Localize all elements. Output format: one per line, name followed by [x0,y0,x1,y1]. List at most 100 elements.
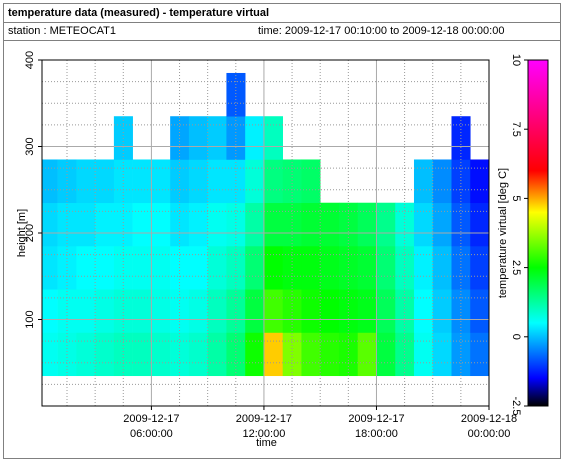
cell [76,245,96,290]
cell [357,245,377,290]
y-tick-label: 400 [24,51,36,69]
cell [263,202,283,247]
cell [151,332,171,377]
cell [226,202,246,247]
station: station : METEOCAT1 [8,25,116,37]
cell [42,332,58,377]
cell [413,159,434,204]
cell [188,202,208,247]
colorbar-tick-label: -2.5 [510,397,522,416]
cell [320,245,340,290]
cell [357,332,377,377]
cell [95,159,115,204]
cell [245,245,265,290]
cell [395,202,415,247]
cell [76,332,96,377]
time-range: time: 2009-12-17 00:10:00 to 2009-12-18 … [258,25,504,37]
cell [170,202,190,247]
cell [207,159,227,204]
cell [57,289,77,333]
cell [263,245,283,290]
cell [95,245,115,290]
cell [432,245,452,290]
cell [320,332,340,377]
cell [451,289,471,333]
cell [170,159,190,204]
cell [432,159,452,204]
cell [282,289,302,333]
x-tick-label: 2009-12-18 00:00:00 [461,413,517,440]
cell [151,245,171,290]
cell [132,245,152,290]
cell [470,289,489,333]
cell [57,159,77,204]
cell [42,202,58,247]
plot-border [41,59,490,407]
colorbar [527,59,549,407]
cell [395,289,415,333]
cell [188,332,208,377]
cell [470,245,489,290]
cell [76,202,96,247]
cell [226,72,246,117]
x-tick-label: 2009-12-17 18:00:00 [348,413,404,440]
cell [207,332,227,377]
cell [245,289,265,333]
colorbar-tick-label: 2.5 [510,260,522,275]
cell [113,202,133,247]
cell [282,202,302,247]
cell [470,332,489,377]
cell [320,202,340,247]
cell [245,159,265,204]
cell [95,289,115,333]
cell [76,289,96,333]
cell [226,289,246,333]
cell [470,159,489,204]
colorbar-label: temperature virtual [deg C] [497,168,509,298]
cell [301,245,321,290]
header-title: temperature data (measured) - temperatur… [8,7,269,19]
cell [207,245,227,290]
cell [301,332,321,377]
cell [413,245,434,290]
cell [301,289,321,333]
cell [338,202,359,247]
x-axis-label: time [256,437,277,449]
cell [470,202,489,247]
cell [376,245,396,290]
cell [451,202,471,247]
cell [432,202,452,247]
colorbar-tick-label: 10 [510,54,522,66]
cell [95,202,115,247]
x-tick-label: 2009-12-17 06:00:00 [123,413,179,440]
x-tick-label: 2009-12-17 12:00:00 [236,413,292,440]
cell [376,289,396,333]
cell [245,116,265,160]
cell [113,289,133,333]
cell [132,332,152,377]
cell [245,202,265,247]
cell [413,202,434,247]
cell [151,202,171,247]
cell [432,332,452,377]
cell [188,289,208,333]
cell [245,332,265,377]
cell [42,159,58,204]
cell [263,159,283,204]
cell [357,202,377,247]
cell [263,332,283,377]
cell [132,159,152,204]
y-tick-label: 200 [24,224,36,242]
cell [170,289,190,333]
y-tick-label: 100 [24,310,36,328]
cell [42,289,58,333]
colorbar-tick-label: 5 [510,195,522,201]
cell [207,289,227,333]
cell [132,202,152,247]
cell [76,159,96,204]
cell [282,159,302,204]
cell [188,245,208,290]
cell [57,202,77,247]
cell [151,289,171,333]
